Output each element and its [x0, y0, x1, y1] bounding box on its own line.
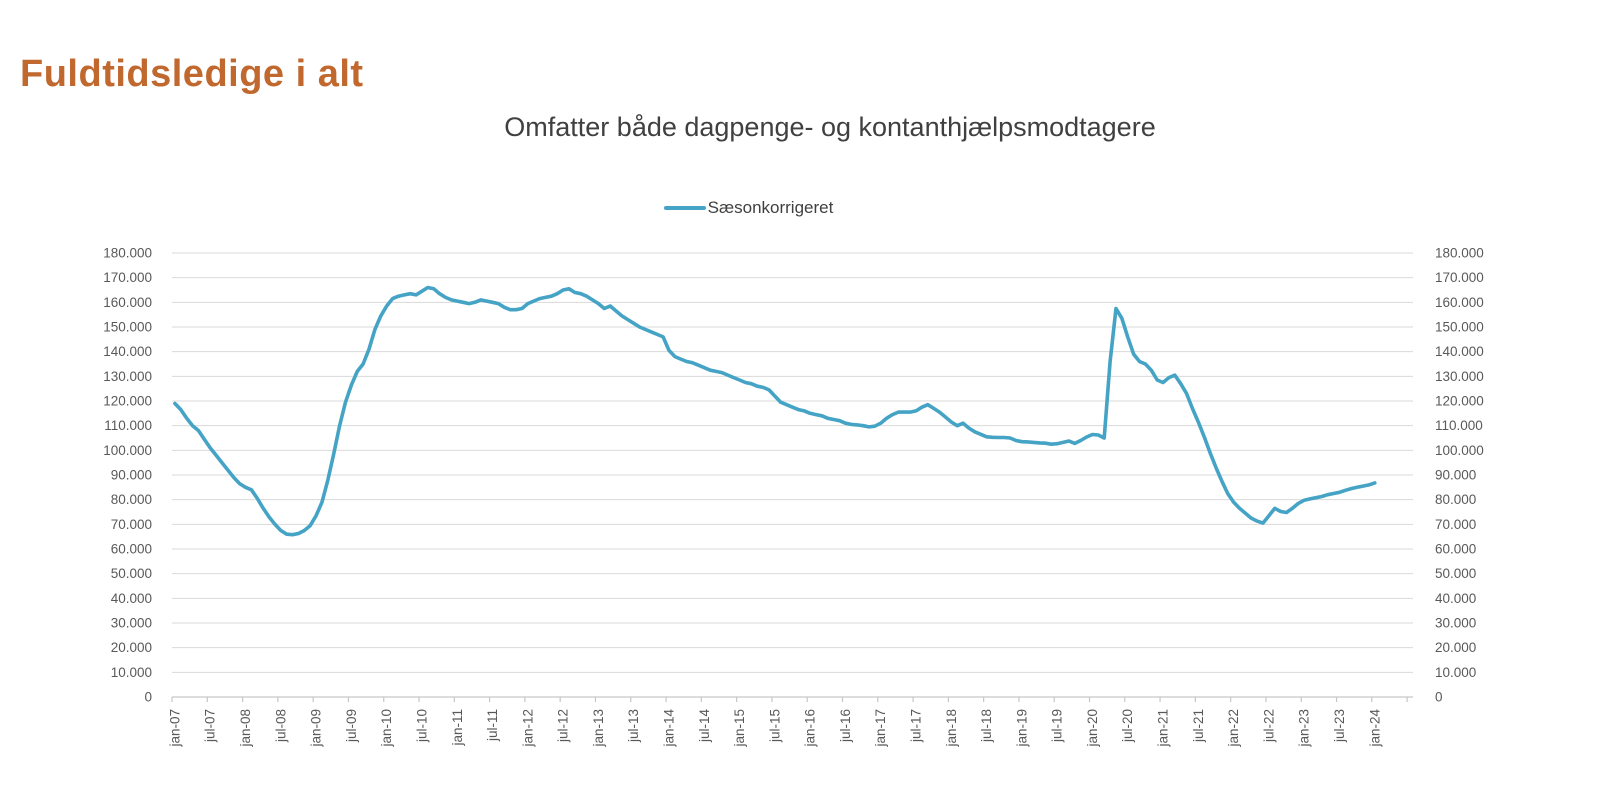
x-axis-label: jan-22 — [1226, 709, 1241, 748]
x-axis-label: jul-21 — [1191, 709, 1206, 743]
y-axis-label-right: 100.000 — [1435, 443, 1484, 458]
legend-line-swatch — [663, 206, 706, 210]
y-axis-label-left: 180.000 — [103, 246, 152, 261]
x-axis-label: jan-11 — [450, 709, 465, 747]
x-axis-label: jul-17 — [909, 709, 924, 743]
page-title: Fuldtidsledige i alt — [20, 53, 364, 96]
y-axis-label-left: 90.000 — [111, 468, 152, 483]
x-axis-label: jan-15 — [732, 709, 747, 748]
x-axis-label: jul-16 — [838, 709, 853, 743]
x-axis-label: jul-12 — [556, 709, 571, 743]
chart-title: Omfatter både dagpenge- og kontanthjælps… — [504, 112, 1156, 142]
y-axis-label-right: 150.000 — [1435, 320, 1484, 335]
y-axis-label-left: 170.000 — [103, 270, 152, 285]
series-line-saesonkorrigeret — [173, 285, 1377, 537]
y-axis-label-left: 70.000 — [111, 517, 152, 532]
y-axis-label-right: 40.000 — [1435, 591, 1476, 606]
chart-legend: Sæsonkorrigeret — [0, 198, 1497, 218]
y-axis-label-right: 110.000 — [1435, 418, 1483, 433]
y-axis-label-left: 20.000 — [111, 640, 152, 655]
x-axis-label: jan-23 — [1297, 709, 1312, 748]
y-axis-label-left: 150.000 — [103, 320, 152, 335]
y-axis-label-left: 130.000 — [103, 369, 152, 384]
y-axis-label-right: 120.000 — [1435, 394, 1484, 409]
y-axis-label-left: 160.000 — [103, 295, 152, 310]
y-axis-label-left: 110.000 — [104, 418, 152, 433]
y-axis-label-right: 90.000 — [1435, 468, 1476, 483]
x-axis-label: jul-10 — [414, 709, 429, 743]
y-axis-label-right: 20.000 — [1435, 640, 1476, 655]
x-axis-label: jul-14 — [697, 709, 712, 744]
x-axis-label: jul-07 — [203, 709, 218, 743]
y-axis-label-left: 50.000 — [111, 566, 152, 581]
y-axis-label-left: 120.000 — [103, 394, 152, 409]
x-axis-label: jul-18 — [979, 709, 994, 743]
x-axis-label: jan-20 — [1085, 709, 1100, 748]
y-axis-label-left: 140.000 — [103, 344, 152, 359]
x-axis-label: jan-18 — [944, 709, 959, 748]
y-axis-label-left: 0 — [144, 690, 152, 705]
y-axis-label-left: 100.000 — [103, 443, 152, 458]
x-axis-label: jul-11 — [485, 709, 500, 742]
legend-series-label: Sæsonkorrigeret — [707, 198, 834, 217]
y-axis-label-left: 30.000 — [111, 616, 152, 631]
x-axis-label: jan-19 — [1014, 709, 1029, 748]
x-axis-label: jan-17 — [873, 709, 888, 748]
x-axis-label: jan-16 — [803, 709, 818, 748]
y-axis-label-right: 180.000 — [1435, 246, 1484, 261]
x-axis-label: jan-14 — [661, 709, 676, 748]
y-axis-label-right: 140.000 — [1435, 344, 1484, 359]
x-axis-label: jul-23 — [1332, 709, 1347, 743]
x-axis-label: jan-13 — [591, 709, 606, 748]
x-axis-label: jul-22 — [1261, 709, 1276, 743]
x-axis-label: jan-24 — [1367, 709, 1382, 748]
x-axis-label: jul-09 — [344, 709, 359, 743]
x-axis-label: jan-07 — [167, 709, 182, 748]
y-axis-label-left: 10.000 — [111, 665, 152, 680]
x-axis-label: jan-12 — [520, 709, 535, 748]
y-axis-label-right: 160.000 — [1435, 295, 1484, 310]
x-axis-label: jul-15 — [767, 709, 782, 743]
y-axis-label-right: 80.000 — [1435, 492, 1476, 507]
y-axis-label-right: 170.000 — [1435, 270, 1484, 285]
x-axis-label: jan-21 — [1156, 709, 1171, 748]
y-axis-label-right: 130.000 — [1435, 369, 1484, 384]
y-axis-label-right: 70.000 — [1435, 517, 1476, 532]
y-axis-label-right: 50.000 — [1435, 566, 1476, 581]
y-axis-label-right: 10.000 — [1435, 665, 1476, 680]
y-axis-label-left: 60.000 — [111, 542, 152, 557]
x-axis-label: jul-19 — [1050, 709, 1065, 743]
y-axis-label-right: 0 — [1435, 690, 1443, 705]
y-axis-label-right: 30.000 — [1435, 616, 1476, 631]
y-axis-label-left: 80.000 — [111, 492, 152, 507]
x-axis-label: jul-13 — [626, 709, 641, 743]
x-axis-label: jul-20 — [1120, 709, 1135, 743]
x-axis-label: jan-10 — [379, 709, 394, 748]
x-axis-label: jan-09 — [309, 709, 324, 748]
x-axis-label: jan-08 — [238, 709, 253, 748]
y-axis-label-right: 60.000 — [1435, 542, 1476, 557]
y-axis-label-left: 40.000 — [111, 591, 152, 606]
x-axis-label: jul-08 — [273, 709, 288, 743]
